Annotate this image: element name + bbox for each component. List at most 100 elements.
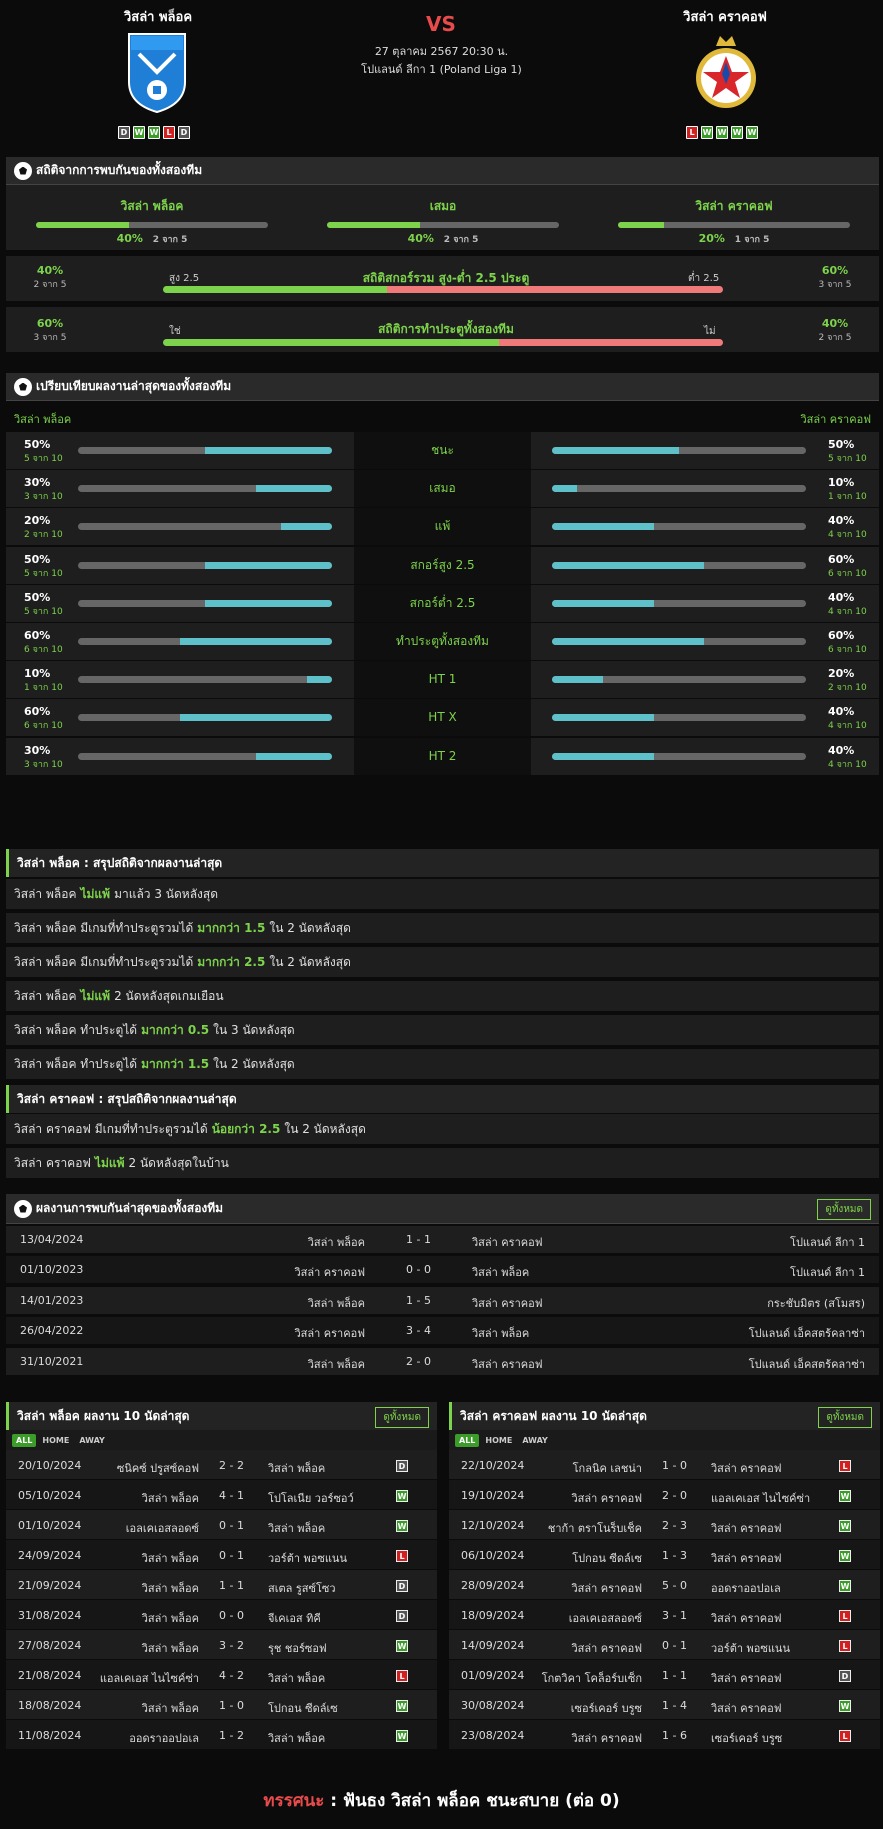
cmp-home-team: วิสล่า พล็อค: [14, 413, 72, 426]
football-icon: [14, 161, 32, 180]
result-row[interactable]: 14/09/2024 วิสล่า คราคอฟ 0 - 1 วอร์ต้า พอซแ…: [449, 1630, 880, 1660]
cmp-home-pct: 30%: [24, 476, 51, 490]
tab-away[interactable]: AWAY: [79, 1435, 105, 1445]
btts-bar: [163, 339, 723, 346]
result-away: วอร์ต้า พอซแนน: [711, 1642, 790, 1655]
cmp-away-value: 20% 2 จาก 10: [828, 667, 867, 694]
result-row[interactable]: 11/08/2024 ออดราออปอเล 1 - 2 วิสล่า พล็อค W: [6, 1720, 437, 1750]
summary-highlight: มากกว่า 2.5: [197, 954, 266, 969]
match-away: วิสล่า พล็อค: [472, 1266, 530, 1280]
result-row[interactable]: 05/10/2024 วิสล่า พล็อค 4 - 1 โปโลเนีย วอร์…: [6, 1480, 437, 1510]
result-row[interactable]: 12/10/2024 ชาก้า ตราโนร็บเช็ค 2 - 3 วิสล่า …: [449, 1510, 880, 1540]
h2h-match-row[interactable]: 14/01/2023 วิสล่า พล็อค 1 - 5 วิสล่า คราคอฟ…: [6, 1286, 879, 1314]
summary-highlight: มากกว่า 1.5: [197, 920, 266, 935]
away-last10-panel: วิสล่า คราคอฟ ผลงาน 10 นัดล่าสุด ดูทั้งหม…: [449, 1402, 880, 1750]
h2h-match-row[interactable]: 31/10/2021 วิสล่า พล็อค 2 - 0 วิสล่า คราคอฟ…: [6, 1347, 879, 1375]
tab-home[interactable]: HOME: [485, 1435, 513, 1445]
match-home: วิสล่า พล็อค: [307, 1296, 365, 1310]
result-row[interactable]: 23/08/2024 วิสล่า คราคอฟ 1 - 6 เซอร์เคอร์ บ…: [449, 1720, 880, 1750]
result-row[interactable]: 27/08/2024 วิสล่า พล็อค 3 - 2 รุช ชอร์ซอฟ W: [6, 1630, 437, 1660]
result-date: 21/08/2024: [18, 1669, 82, 1682]
away-summary-header: วิสล่า คราคอฟ : สรุปสถิติจากผลงานล่าสุด: [6, 1085, 879, 1113]
summary-suffix: ใน 2 นัดหลังสุด: [269, 954, 351, 969]
result-row[interactable]: 19/10/2024 วิสล่า คราคอฟ 2 - 0 แอลเคเอส ไนไ…: [449, 1480, 880, 1510]
bar-right-segment: [387, 286, 723, 293]
result-badge: D: [839, 1670, 851, 1682]
bar-left-segment: [163, 286, 387, 293]
cmp-home-sub: 3 จาก 10: [24, 759, 63, 770]
result-row[interactable]: 06/10/2024 โปกอน ซีดล์เซ 1 - 3 วิสล่า คราคอ…: [449, 1540, 880, 1570]
result-row[interactable]: 24/09/2024 วิสล่า พล็อค 0 - 1 วอร์ต้า พอซแน…: [6, 1540, 437, 1570]
see-all-button[interactable]: ดูทั้งหมด: [375, 1407, 429, 1428]
h2h-home-pct: 40% 2 จาก 5: [116, 232, 188, 245]
cmp-away-pct: 10%: [828, 476, 855, 490]
result-row[interactable]: 21/08/2024 แอลเคเอส ไนไซค์ซ่า 4 - 2 วิสล่า …: [6, 1660, 437, 1690]
cmp-home-bar: [78, 523, 332, 531]
result-badge: L: [839, 1640, 851, 1652]
cmp-label: ทำประตูทั้งสองทีม: [354, 623, 531, 660]
tab-all[interactable]: ALL: [455, 1433, 480, 1447]
cmp-home-pct: 50%: [24, 438, 51, 451]
summary-highlight: ไม่แพ้: [80, 886, 111, 901]
away-team-logo-icon[interactable]: [694, 32, 758, 114]
cmp-home-sub: 5 จาก 10: [24, 454, 63, 464]
result-home: โกตวิคา โคล็อร์บเซ็ก: [541, 1672, 642, 1685]
see-all-button[interactable]: ดูทั้งหมด: [817, 1199, 871, 1220]
result-row[interactable]: 20/10/2024 ซนิคซ์ ปรูสซ์คอฟ 2 - 2 วิสล่า พล…: [6, 1450, 437, 1480]
home-team-logo-icon[interactable]: [125, 32, 189, 114]
result-badge: L: [839, 1730, 851, 1742]
cmp-home-pct: 50%: [24, 590, 51, 604]
cmp-home-pct: 50%: [24, 552, 51, 566]
result-badge: W: [839, 1520, 851, 1532]
result-badge: W: [396, 1730, 408, 1742]
result-row[interactable]: 21/09/2024 วิสล่า พล็อค 1 - 1 สเตล รูสซ์โซว…: [6, 1570, 437, 1600]
result-row[interactable]: 18/09/2024 เอลเคเอสลอดซ์ 3 - 1 วิสล่า คราคอ…: [449, 1600, 880, 1630]
form-badge: D: [178, 126, 190, 139]
cmp-away-value: 40% 4 จาก 10: [828, 744, 867, 771]
result-score: 1 - 1: [219, 1579, 244, 1592]
match-away: วิสล่า คราคอฟ: [472, 1296, 543, 1310]
tab-home[interactable]: HOME: [42, 1435, 70, 1445]
h2h-draw-label: เสมอ: [429, 199, 457, 213]
form-badge: W: [148, 126, 160, 139]
result-badge: W: [396, 1700, 408, 1712]
home-summary-title: วิสล่า พล็อค : สรุปสถิติจากผลงานล่าสุด: [17, 855, 223, 870]
result-home: เอลเคเอสลอดซ์: [125, 1522, 199, 1535]
away-team-name[interactable]: วิสล่า คราคอฟ: [683, 10, 767, 25]
result-row[interactable]: 01/10/2024 เอลเคเอสลอดซ์ 0 - 1 วิสล่า พล็อค…: [6, 1510, 437, 1540]
match-league: โปแลนด์ ลีกา 1: [790, 1236, 865, 1249]
result-date: 21/09/2024: [18, 1579, 82, 1592]
h2h-match-row[interactable]: 01/10/2023 วิสล่า คราคอฟ 0 - 0 วิสล่า พล็อค…: [6, 1256, 879, 1284]
h2h-match-row[interactable]: 13/04/2024 วิสล่า พล็อค 1 - 1 วิสล่า คราคอฟ…: [6, 1226, 879, 1253]
match-header: วิสล่า พล็อค วิสล่า คราคอฟ VS 27 ตุลาคม …: [0, 0, 883, 150]
cmp-label: ชนะ: [354, 432, 531, 469]
cmp-away-sub: 1 จาก 10: [828, 492, 867, 503]
result-row[interactable]: 22/10/2024 โกลนิค เลชน่า 1 - 0 วิสล่า คราคอ…: [449, 1450, 880, 1480]
result-row[interactable]: 18/08/2024 วิสล่า พล็อค 1 - 0 โปกอน ซีดล์เซ…: [6, 1690, 437, 1720]
result-row[interactable]: 28/09/2024 วิสล่า คราคอฟ 5 - 0 ออดราออปอเล W: [449, 1570, 880, 1600]
comparison-header: เปรียบเทียบผลงานล่าสุดของทั้งสองทีม: [6, 373, 879, 401]
see-all-button[interactable]: ดูทั้งหมด: [818, 1407, 872, 1428]
h2h-stats-header: สถิติจากการพบกันของทั้งสองทีม: [6, 157, 879, 185]
summary-row: วิสล่า พล็อค ไม่แพ้ มาแล้ว 3 นัดหลังสุด: [6, 879, 879, 909]
form-badge: W: [731, 126, 743, 139]
cmp-away-pct: 40%: [828, 590, 855, 604]
cmp-home-sub: 5 จาก 10: [24, 568, 63, 579]
result-row[interactable]: 31/08/2024 วิสล่า พล็อค 0 - 0 จีเคเอส ทิคี D: [6, 1600, 437, 1630]
cmp-home-bar: [78, 599, 332, 607]
match-date: 14/01/2023: [20, 1293, 84, 1307]
tab-all[interactable]: ALL: [12, 1433, 37, 1447]
summary-suffix: ใน 2 นัดหลังสุด: [284, 1121, 366, 1136]
result-away: โปโลเนีย วอร์ซอว์: [268, 1492, 354, 1505]
result-home: วิสล่า คราคอฟ: [571, 1492, 642, 1505]
result-row[interactable]: 30/08/2024 เซอร์เคอร์ บรูซ 1 - 4 วิสล่า ครา…: [449, 1690, 880, 1720]
tab-away[interactable]: AWAY: [522, 1435, 548, 1445]
cmp-away-value: 40% 4 จาก 10: [828, 591, 867, 618]
cmp-away-pct: 60%: [828, 552, 855, 566]
home-team-name[interactable]: วิสล่า พล็อค: [123, 10, 193, 25]
cmp-home-sub: 6 จาก 10: [24, 645, 63, 655]
summary-row: วิสล่า พล็อค มีเกมที่ทำประตูรวมได้ มากกว่…: [6, 947, 879, 977]
form-badge: D: [118, 126, 130, 139]
h2h-match-row[interactable]: 26/04/2022 วิสล่า คราคอฟ 3 - 4 วิสล่า พล็อค…: [6, 1317, 879, 1345]
result-row[interactable]: 01/09/2024 โกตวิคา โคล็อร์บเซ็ก 1 - 1 วิสล่…: [449, 1660, 880, 1690]
